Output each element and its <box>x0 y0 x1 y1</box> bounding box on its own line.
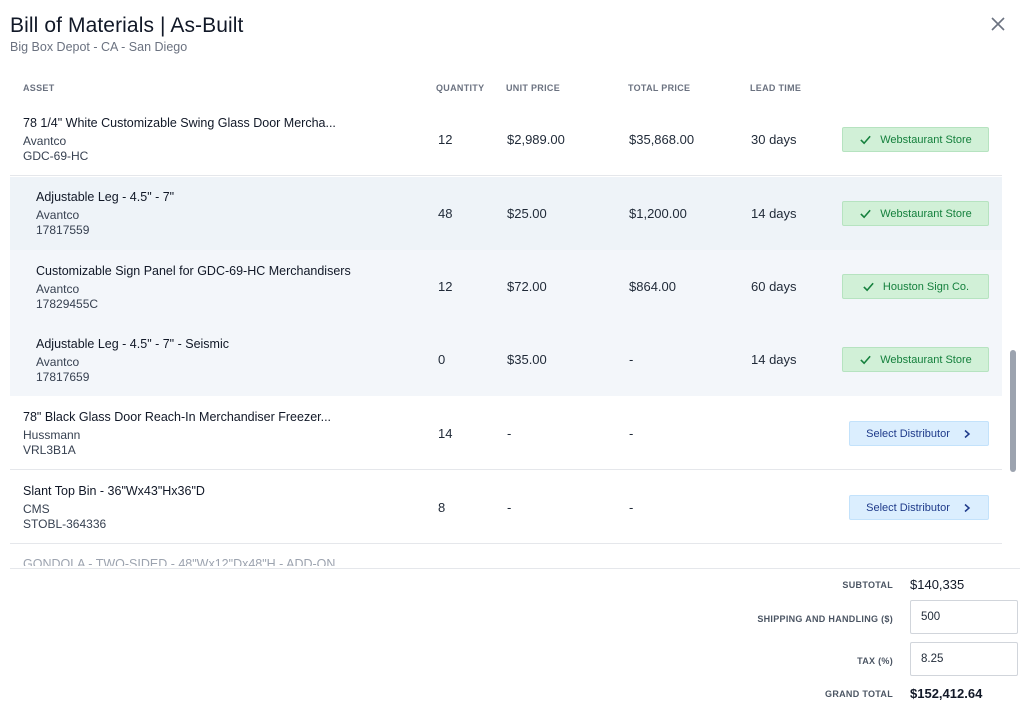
column-header-total-price: TOTAL PRICE <box>628 83 691 93</box>
select-distributor-button[interactable]: Select Distributor <box>849 421 989 446</box>
distributor-name: Webstaurant Store <box>880 207 972 220</box>
quantity-value: 8 <box>438 500 446 515</box>
chevron-right-icon <box>964 429 971 438</box>
unit-price-value: - <box>507 426 512 441</box>
lead-time-value: 14 days <box>751 352 797 367</box>
table-row: Customizable Sign Panel for GDC-69-HC Me… <box>10 250 1002 323</box>
total-price-value: $864.00 <box>629 279 676 294</box>
scrollbar-thumb[interactable] <box>1010 350 1016 472</box>
page-subtitle: Big Box Depot - CA - San Diego <box>10 40 188 54</box>
subtotal-label: SUBTOTAL <box>842 580 893 590</box>
modal-header: Bill of Materials | As-Built Big Box Dep… <box>10 14 244 54</box>
quantity-value: 14 <box>438 426 453 441</box>
grand-total-value: $152,412.64 <box>910 686 983 701</box>
distributor-name: Webstaurant Store <box>880 353 972 366</box>
subtotal-value: $140,335 <box>910 577 965 592</box>
distributor-badge[interactable]: Webstaurant Store <box>842 201 989 226</box>
distributor-badge[interactable]: Webstaurant Store <box>842 347 989 372</box>
select-distributor-label: Select Distributor <box>866 427 950 440</box>
partial-row-name: GONDOLA - TWO-SIDED - 48"Wx12"Dx48"H - A… <box>23 557 336 566</box>
shipping-label: SHIPPING AND HANDLING ($) <box>757 614 893 624</box>
tax-label: TAX (%) <box>857 656 893 666</box>
quantity-value: 48 <box>438 206 453 221</box>
asset-brand: Avantco <box>36 355 80 369</box>
close-icon <box>991 17 1005 31</box>
scrollbar-track[interactable] <box>1008 101 1017 561</box>
asset-sku: GDC-69-HC <box>23 149 89 163</box>
table-header: ASSET QUANTITY UNIT PRICE TOTAL PRICE LE… <box>10 78 1002 100</box>
shipping-input[interactable] <box>910 600 1018 634</box>
close-button[interactable] <box>986 12 1010 36</box>
chevron-right-icon <box>964 503 971 512</box>
distributor-badge[interactable]: Webstaurant Store <box>842 127 989 152</box>
total-price-value: $1,200.00 <box>629 206 687 221</box>
select-distributor-label: Select Distributor <box>866 501 950 514</box>
column-header-asset: ASSET <box>23 83 55 93</box>
column-header-quantity: QUANTITY <box>436 83 485 93</box>
quantity-value: 0 <box>438 352 446 367</box>
tax-input[interactable] <box>910 642 1018 676</box>
table-row: 78 1/4" White Customizable Swing Glass D… <box>10 101 1002 176</box>
column-header-unit-price: UNIT PRICE <box>506 83 561 93</box>
select-distributor-button[interactable]: Select Distributor <box>849 495 989 520</box>
unit-price-value: $35.00 <box>507 352 547 367</box>
checkmark-icon <box>863 282 874 292</box>
lead-time-value: 60 days <box>751 279 797 294</box>
unit-price-value: $25.00 <box>507 206 547 221</box>
totals-footer: SUBTOTAL $140,335 SHIPPING AND HANDLING … <box>10 568 1020 709</box>
lead-time-value: 14 days <box>751 206 797 221</box>
asset-brand: Hussmann <box>23 428 81 442</box>
quantity-value: 12 <box>438 279 453 294</box>
grand-total-label: GRAND TOTAL <box>825 689 893 699</box>
unit-price-value: $2,989.00 <box>507 132 565 147</box>
distributor-name: Houston Sign Co. <box>882 280 970 293</box>
table-row: Adjustable Leg - 4.5" - 7" Avantco 17817… <box>10 177 1002 250</box>
checkmark-icon <box>860 209 871 219</box>
total-price-value: - <box>629 500 634 515</box>
asset-sku: 17817659 <box>36 370 90 384</box>
asset-name: Adjustable Leg - 4.5" - 7" - Seismic <box>36 337 229 351</box>
asset-sku: STOBL-364336 <box>23 517 107 531</box>
checkmark-icon <box>860 135 871 145</box>
asset-brand: CMS <box>23 502 50 516</box>
asset-name: 78 1/4" White Customizable Swing Glass D… <box>23 116 336 130</box>
asset-sku: 17829455C <box>36 297 99 311</box>
asset-name: Slant Top Bin - 36"Wx43"Hx36"D <box>23 484 205 498</box>
page-title: Bill of Materials | As-Built <box>10 14 244 37</box>
column-header-lead-time: LEAD TIME <box>750 83 802 93</box>
checkmark-icon <box>860 355 871 365</box>
asset-name: Customizable Sign Panel for GDC-69-HC Me… <box>36 264 351 278</box>
table-row: Slant Top Bin - 36"Wx43"Hx36"D CMS STOBL… <box>10 470 1002 544</box>
distributor-name: Webstaurant Store <box>880 133 972 146</box>
total-price-value: - <box>629 426 634 441</box>
quantity-value: 12 <box>438 132 453 147</box>
table-row: 78" Black Glass Door Reach-In Merchandis… <box>10 396 1002 470</box>
table-row: Adjustable Leg - 4.5" - 7" - Seismic Ava… <box>10 323 1002 396</box>
asset-brand: Avantco <box>23 134 67 148</box>
asset-brand: Avantco <box>36 282 80 296</box>
asset-sku: 17817559 <box>36 223 90 237</box>
asset-name: Adjustable Leg - 4.5" - 7" <box>36 190 175 204</box>
unit-price-value: $72.00 <box>507 279 547 294</box>
asset-brand: Avantco <box>36 208 80 222</box>
asset-name: 78" Black Glass Door Reach-In Merchandis… <box>23 410 332 424</box>
distributor-badge[interactable]: Houston Sign Co. <box>842 274 989 299</box>
total-price-value: $35,868.00 <box>629 132 695 147</box>
total-price-value: - <box>629 352 634 367</box>
lead-time-value: 30 days <box>751 132 797 147</box>
bom-table-body[interactable]: 78 1/4" White Customizable Swing Glass D… <box>10 101 1002 566</box>
unit-price-value: - <box>507 500 512 515</box>
asset-sku: VRL3B1A <box>23 443 76 457</box>
